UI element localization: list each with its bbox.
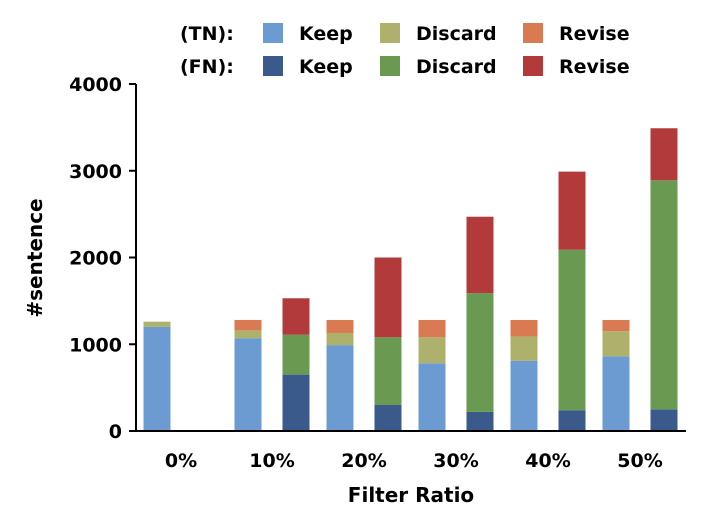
bar-fn-revise xyxy=(650,128,678,181)
legend-swatch xyxy=(523,23,543,43)
x-tick-label: 50% xyxy=(617,450,662,472)
bar-tn-keep xyxy=(326,345,354,431)
bar-tn-keep xyxy=(602,356,630,431)
legend-swatch xyxy=(263,56,283,76)
legend-swatch xyxy=(380,56,400,76)
y-tick-label: 2000 xyxy=(69,248,122,270)
y-tick-label: 1000 xyxy=(69,334,122,356)
x-tick-label: 40% xyxy=(525,450,570,472)
legend-label: Keep xyxy=(299,23,353,45)
bar-tn-revise xyxy=(602,319,630,332)
legend-prefix: (FN): xyxy=(180,56,234,78)
bar-fn-revise xyxy=(374,257,402,338)
legend: (TN): Keep Discard Revise (FN): Keep Discard Re… xyxy=(180,23,630,78)
x-tick-label: 0% xyxy=(165,450,197,472)
bar-tn-discard xyxy=(234,330,262,339)
bar-fn-revise xyxy=(558,171,586,250)
legend-label: Discard xyxy=(416,23,497,45)
bar-tn-keep xyxy=(143,326,171,431)
y-tick-label: 0 xyxy=(109,421,122,443)
x-axis-label: Filter Ratio xyxy=(348,483,474,507)
bars xyxy=(143,128,678,431)
bar-fn-discard xyxy=(282,334,310,375)
y-axis-ticks: 0 1000 2000 3000 4000 xyxy=(69,74,136,443)
bar-tn-keep xyxy=(510,360,538,431)
bar-tn-keep xyxy=(418,363,446,431)
bar-fn-revise xyxy=(466,216,494,294)
bar-fn-keep xyxy=(282,374,310,431)
bar-fn-keep xyxy=(374,404,402,431)
bar-fn-keep xyxy=(650,409,678,431)
legend-label: Revise xyxy=(559,23,630,45)
bar-tn-discard xyxy=(326,332,354,346)
x-tick-label: 30% xyxy=(433,450,478,472)
legend-label: Keep xyxy=(299,56,353,78)
bar-tn-revise xyxy=(234,319,262,331)
x-axis-ticks: 0% 10% 20% 30% 40% 50% xyxy=(165,450,663,472)
bar-fn-keep xyxy=(466,411,494,431)
legend-swatch xyxy=(263,23,283,43)
y-tick-label: 3000 xyxy=(69,161,122,183)
bar-fn-revise xyxy=(282,298,310,335)
bar-tn-discard xyxy=(418,337,446,364)
x-tick-label: 10% xyxy=(249,450,294,472)
y-axis-label: #sentence xyxy=(23,198,47,317)
bar-tn-revise xyxy=(418,319,446,338)
bar-tn-discard xyxy=(510,336,538,361)
legend-label: Discard xyxy=(416,56,497,78)
bar-tn-revise xyxy=(326,319,354,333)
legend-swatch xyxy=(523,56,543,76)
bar-tn-revise xyxy=(510,319,538,337)
legend-prefix: (TN): xyxy=(180,23,234,45)
y-tick-label: 4000 xyxy=(69,74,122,96)
bar-tn-discard xyxy=(602,331,630,357)
x-tick-label: 20% xyxy=(341,450,386,472)
bar-fn-discard xyxy=(466,293,494,412)
bar-fn-discard xyxy=(374,337,402,405)
bar-fn-discard xyxy=(558,249,586,411)
bar-tn-keep xyxy=(234,338,262,431)
bar-fn-discard xyxy=(650,180,678,410)
bar-tn-discard xyxy=(143,321,171,327)
legend-label: Revise xyxy=(559,56,630,78)
legend-swatch xyxy=(380,23,400,43)
bar-fn-keep xyxy=(558,410,586,431)
